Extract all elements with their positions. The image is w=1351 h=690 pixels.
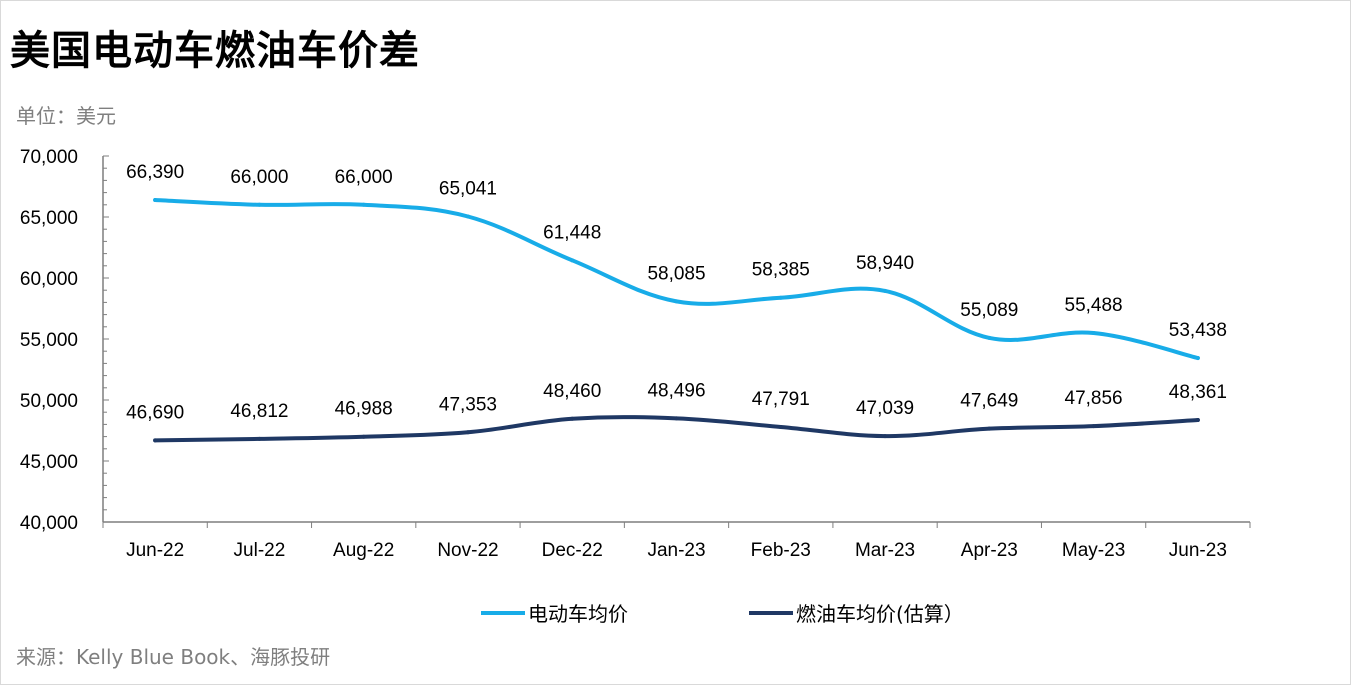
data-point-ev <box>570 258 575 263</box>
data-point-gas <box>1091 424 1096 429</box>
data-label-ev: 53,438 <box>1169 320 1227 341</box>
x-tick-label: Nov-22 <box>437 540 498 561</box>
x-tick-label: May-23 <box>1062 540 1125 561</box>
axes: 40,000 45,000 50,000 55,000 60,000 65,000 70,0… <box>20 147 1251 561</box>
x-tick-label: Jun-22 <box>126 540 184 561</box>
data-label-gas: 46,988 <box>335 399 393 420</box>
x-tick-label: Jul-22 <box>234 540 286 561</box>
data-label-gas: 48,460 <box>543 381 601 402</box>
data-label-gas: 47,791 <box>752 389 810 410</box>
data-label-gas: 47,856 <box>1065 388 1123 409</box>
x-tick-label: Feb-23 <box>751 540 811 561</box>
data-label-gas: 46,812 <box>230 401 288 422</box>
x-tick-label: Jun-23 <box>1169 540 1227 561</box>
data-label-gas: 46,690 <box>126 402 184 423</box>
data-point-ev <box>883 288 888 293</box>
x-tick-label: Dec-22 <box>542 540 603 561</box>
data-label-ev: 65,041 <box>439 178 497 199</box>
x-tick-label: Mar-23 <box>855 540 915 561</box>
data-label-ev: 58,940 <box>856 253 914 274</box>
data-label-gas: 48,361 <box>1169 382 1227 403</box>
data-label-gas: 48,496 <box>647 380 705 401</box>
data-point-gas <box>674 416 679 421</box>
data-point-gas <box>778 424 783 429</box>
chart-title: 美国电动车燃油车价差 <box>10 28 420 74</box>
source-note: 来源：Kelly Blue Book、海豚投研 <box>16 645 331 669</box>
data-point-ev <box>778 295 783 300</box>
data-point-gas <box>465 430 470 435</box>
data-label-gas: 47,039 <box>856 398 914 419</box>
data-point-ev <box>1195 356 1200 361</box>
y-tick-label: 70,000 <box>20 147 78 168</box>
data-point-ev <box>465 214 470 219</box>
data-point-ev <box>1091 331 1096 336</box>
data-labels: 66,390 66,000 66,000 65,041 61,448 58,085 58,3… <box>126 162 1227 423</box>
y-tick-label: 50,000 <box>20 391 78 412</box>
data-label-gas: 47,353 <box>439 394 497 415</box>
data-point-ev <box>674 299 679 304</box>
data-point-gas <box>1195 417 1200 422</box>
series-layer <box>153 198 1200 443</box>
data-point-ev <box>153 198 158 203</box>
x-tick-label: Apr-23 <box>961 540 1018 561</box>
data-point-ev <box>361 202 366 207</box>
data-point-ev <box>987 335 992 340</box>
data-label-ev: 66,000 <box>230 167 288 188</box>
x-tick-label: Jan-23 <box>647 540 705 561</box>
y-tick-label: 40,000 <box>20 513 78 534</box>
data-point-ev <box>257 202 262 207</box>
data-label-ev: 66,390 <box>126 162 184 183</box>
y-tick-label: 60,000 <box>20 269 78 290</box>
legend-label-gas: 燃油车均价(估算） <box>796 602 964 626</box>
data-label-ev: 55,488 <box>1065 295 1123 316</box>
data-label-ev: 66,000 <box>335 167 393 188</box>
legend-swatch-ev <box>481 611 525 615</box>
unit-label: 单位：美元 <box>16 104 116 128</box>
data-label-ev: 61,448 <box>543 222 601 243</box>
data-point-gas <box>570 416 575 421</box>
legend-label-ev: 电动车均价 <box>528 602 628 626</box>
data-point-gas <box>361 434 366 439</box>
data-label-ev: 58,085 <box>647 263 705 284</box>
data-label-gas: 47,649 <box>960 391 1018 412</box>
y-tick-label: 65,000 <box>20 208 78 229</box>
data-label-ev: 55,089 <box>960 300 1018 321</box>
y-tick-label: 55,000 <box>20 330 78 351</box>
y-tick-label: 45,000 <box>20 452 78 473</box>
data-point-gas <box>257 436 262 441</box>
data-point-gas <box>883 434 888 439</box>
x-tick-label: Aug-22 <box>333 540 394 561</box>
data-label-ev: 58,385 <box>752 260 810 281</box>
data-point-gas <box>987 426 992 431</box>
legend-swatch-gas <box>749 611 793 615</box>
series-line-gas <box>153 415 1200 443</box>
data-point-gas <box>153 438 158 443</box>
